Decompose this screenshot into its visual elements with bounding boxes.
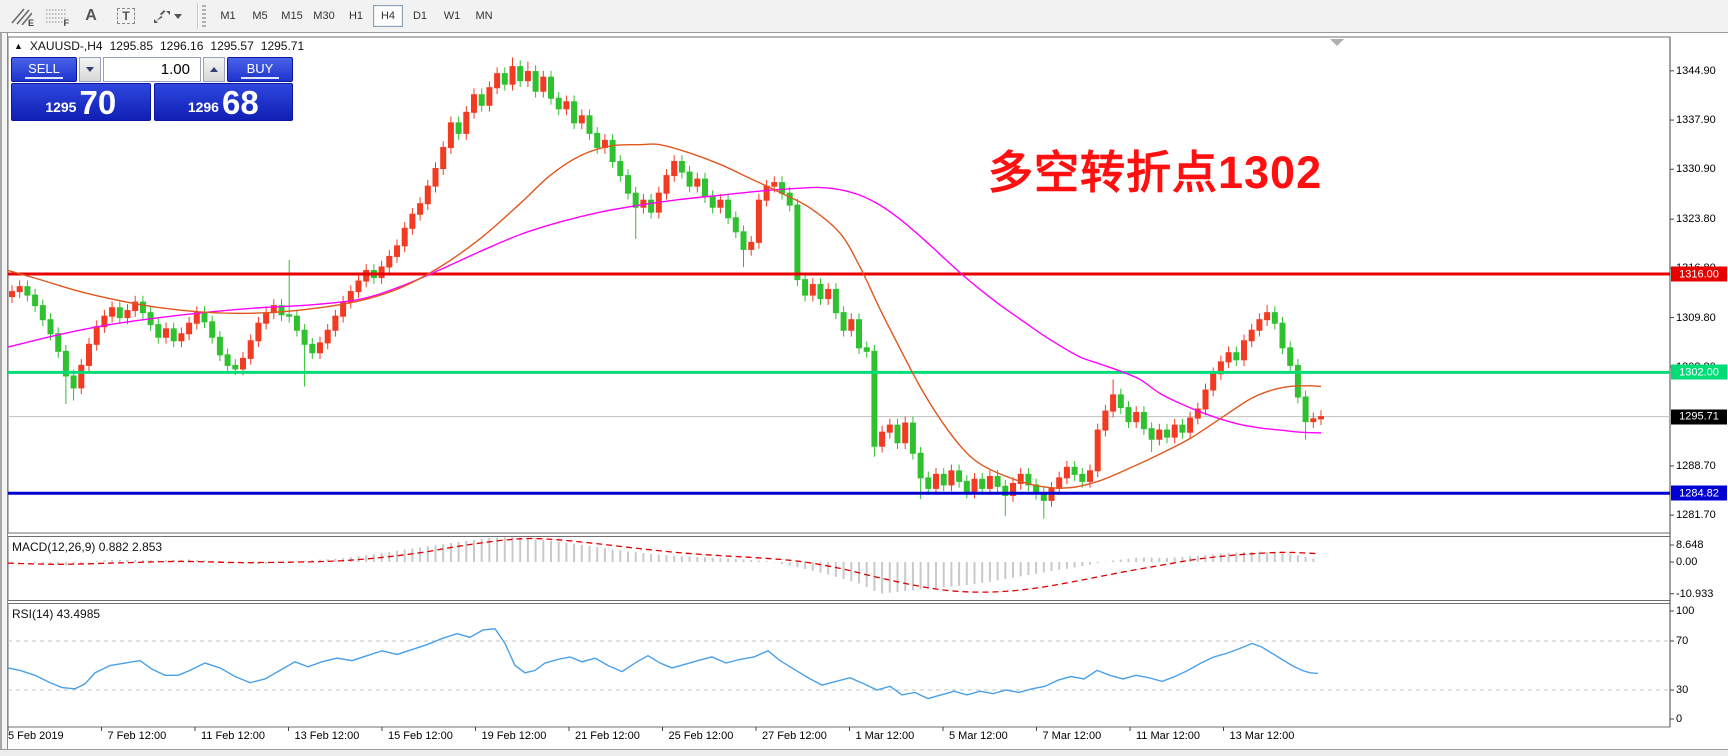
icon-letter: E — [27, 18, 34, 28]
arrow-styles-icon[interactable] — [147, 4, 187, 28]
time-axis-label: 25 Feb 12:00 — [668, 730, 734, 742]
price-axis-label: 1288.70 — [1676, 459, 1716, 472]
macd-axis-label: -10.933 — [1676, 587, 1714, 600]
time-axis-label: 5 Feb 2019 — [8, 730, 64, 742]
timeframe-button-m15[interactable]: M15 — [281, 10, 303, 22]
buy-price-pips: 68 — [221, 83, 259, 121]
symbol-title: XAUUSD-,H4 — [29, 39, 103, 53]
toolbar-separator — [197, 3, 198, 29]
price-axis-label: 1344.90 — [1676, 64, 1716, 77]
toolbar: E F A T M1 M5 M15 M30 H — [0, 0, 1728, 33]
macd-axis-label: 8.648 — [1676, 539, 1704, 551]
macd-pane-label: MACD(12,26,9) 0.882 2.853 — [12, 540, 163, 554]
chart-text-annotation[interactable]: 多空转折点1302 — [988, 147, 1323, 198]
price-badge: 1316.00 — [1671, 266, 1727, 282]
rsi-axis-label: 70 — [1676, 635, 1689, 647]
sell-button[interactable]: SELL — [11, 57, 77, 82]
toolbar-grip[interactable] — [202, 5, 206, 27]
time-axis-label: 5 Mar 12:00 — [949, 730, 1008, 742]
time-axis-label: 7 Feb 12:00 — [107, 730, 167, 742]
time-axis-label: 13 Feb 12:00 — [294, 730, 360, 742]
bottom-strip — [0, 749, 1728, 756]
timeframe-button-mn[interactable]: MN — [475, 10, 493, 22]
timeframe-button-m30[interactable]: M30 — [313, 10, 335, 22]
rsi-axis-label: 0 — [1676, 713, 1683, 725]
grid-lines-icon[interactable]: F — [42, 4, 70, 28]
price-badge: 1302.00 — [1671, 364, 1727, 380]
buy-price-major: 1296 — [187, 99, 219, 115]
timeframe-button-h1[interactable]: H1 — [348, 10, 364, 22]
text-label-icon[interactable]: A — [85, 7, 97, 24]
time-axis-label: 7 Mar 12:00 — [1042, 730, 1102, 742]
hatch-lines-icon[interactable]: E — [7, 4, 35, 28]
bar-low: 1295.57 — [210, 39, 254, 53]
buy-underline — [241, 76, 279, 79]
buy-button[interactable]: BUY — [227, 57, 293, 82]
sell-underline — [25, 76, 63, 79]
bar-close: 1295.71 — [260, 39, 305, 53]
text-box-icon[interactable]: T — [112, 4, 140, 28]
left-splitter[interactable] — [0, 33, 8, 756]
price-badge: 1284.82 — [1671, 485, 1727, 501]
time-axis-label: 13 Mar 12:00 — [1229, 730, 1295, 742]
chevron-down-icon — [173, 13, 182, 19]
timeframe-button-w1[interactable]: W1 — [443, 10, 461, 22]
price-badge: 1295.71 — [1671, 409, 1727, 425]
one-click-trading-panel: SELL 1.00 BUY 1295 70 1296 68 — [11, 57, 293, 121]
lot-decrease-button[interactable] — [79, 57, 101, 82]
price-axis-label: 1330.90 — [1676, 163, 1716, 176]
rsi-axis-label: 30 — [1676, 684, 1689, 696]
rsi-pane-label: RSI(14) 43.4985 — [12, 607, 101, 621]
bar-open: 1295.85 — [109, 39, 153, 53]
timeframe-button-d1[interactable]: D1 — [412, 10, 428, 22]
buy-price-button[interactable]: 1296 68 — [153, 83, 293, 121]
macd-axis-label: 0.00 — [1676, 556, 1698, 568]
time-axis-label: 21 Feb 12:00 — [575, 730, 640, 742]
icon-letter: F — [63, 18, 70, 28]
timeframe-button-m1[interactable]: M1 — [220, 10, 236, 22]
lot-size-input[interactable]: 1.00 — [103, 57, 201, 82]
time-axis-label: 27 Feb 12:00 — [762, 730, 827, 742]
time-axis-label: 19 Feb 12:00 — [481, 730, 547, 742]
rsi-axis-label: 100 — [1676, 605, 1695, 617]
time-axis-label: 15 Feb 12:00 — [388, 730, 453, 742]
price-axis-label: 1281.70 — [1676, 509, 1716, 522]
bar-high: 1296.16 — [160, 39, 204, 53]
symbol-ohlc-row: ▲ XAUUSD-,H4 1295.85 1296.16 1295.57 129… — [14, 39, 304, 53]
timeframe-button-m5[interactable]: M5 — [252, 10, 268, 22]
sell-price-button[interactable]: 1295 70 — [11, 83, 151, 121]
lot-increase-button[interactable] — [203, 57, 225, 82]
time-axis-label: 1 Mar 12:00 — [855, 730, 915, 742]
price-axis-label: 1309.80 — [1676, 311, 1716, 324]
price-axis-label: 1337.90 — [1676, 114, 1716, 127]
price-axis-label: 1323.80 — [1676, 213, 1716, 226]
bar-direction-icon: ▲ — [14, 41, 23, 51]
timeframe-button-h4[interactable]: H4 — [373, 5, 403, 27]
time-axis-label: 11 Feb 12:00 — [201, 730, 266, 742]
sell-price-major: 1295 — [45, 99, 77, 115]
timeframe-group: M1 M5 M15 M30 H1 H4 D1 W1 MN — [212, 5, 500, 27]
sell-price-pips: 70 — [79, 83, 117, 121]
time-axis-label: 11 Mar 12:00 — [1136, 730, 1201, 742]
